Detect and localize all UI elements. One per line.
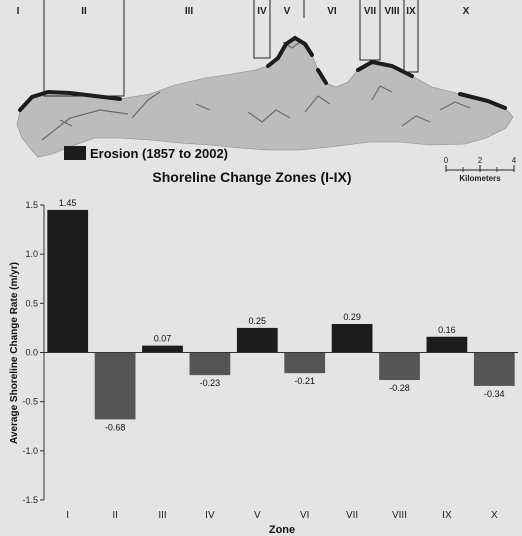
x-axis-title: Zone — [269, 524, 295, 536]
bar-i — [47, 209, 89, 353]
bar-x — [473, 352, 515, 386]
bar-viii — [379, 352, 420, 381]
x-tick-label: I — [66, 510, 69, 521]
bar-chart: 1.5 1.0 0.5 0.0 -0.5 -1.0 -1.5 1.45 -0.68 0.07 -0… — [9, 198, 518, 536]
x-tick-label: VII — [346, 510, 358, 521]
map-title: Shoreline Change Zones (I-IX) — [152, 169, 351, 185]
data-label: -0.34 — [484, 389, 505, 399]
scale-tick-label: 2 — [478, 156, 483, 165]
zone-label: IV — [257, 6, 267, 17]
y-tick-label: 0.0 — [25, 348, 38, 358]
y-tick-label: -0.5 — [22, 397, 38, 407]
data-label: -0.68 — [105, 422, 126, 432]
shoreline-map: I II III IV V VI VII VIII IX X Erosion (… — [17, 0, 517, 185]
zone-label: VII — [364, 6, 376, 17]
legend-label: Erosion (1857 to 2002) — [90, 146, 228, 161]
data-label: 0.16 — [438, 325, 456, 335]
x-tick-label: V — [254, 510, 261, 521]
y-axis: 1.5 1.0 0.5 0.0 -0.5 -1.0 -1.5 — [22, 200, 45, 505]
x-tick-label: VI — [300, 510, 309, 521]
data-label: -0.21 — [294, 376, 315, 386]
bar-ix — [426, 336, 468, 353]
data-label: 0.29 — [343, 312, 361, 322]
scale-bar: 0 2 4 Kilometers — [444, 156, 517, 183]
y-tick-label: -1.0 — [22, 446, 38, 456]
y-tick-label: 0.5 — [25, 298, 38, 308]
bar-iii — [142, 345, 183, 353]
bar-vii — [331, 323, 373, 353]
x-tick-label: IX — [442, 510, 452, 521]
zone-label: IX — [406, 6, 416, 17]
bar-iv — [189, 352, 231, 376]
x-tick-label: II — [112, 510, 118, 521]
zone-label: VIII — [384, 6, 399, 17]
scale-unit: Kilometers — [459, 174, 501, 183]
zone-labels: I II III IV V VI VII VIII IX X — [17, 6, 470, 17]
data-label: 1.45 — [59, 198, 77, 208]
data-label: 0.25 — [249, 316, 267, 326]
bar-vi — [284, 352, 326, 374]
zone-label: V — [284, 6, 291, 17]
y-tick-label: 1.5 — [25, 200, 38, 210]
scale-tick-label: 0 — [444, 156, 449, 165]
bars: 1.45 -0.68 0.07 -0.23 0.25 -0.21 0.29 -0.28 0.16… — [47, 198, 515, 432]
x-tick-label: VIII — [392, 510, 407, 521]
zone-label: III — [185, 6, 194, 17]
x-tick-label: III — [158, 510, 166, 521]
data-label: 0.07 — [154, 334, 172, 344]
zone-dividers — [43, 0, 419, 97]
y-tick-label: 1.0 — [25, 249, 38, 259]
x-axis: I II III IV V VI VII VIII IX X — [44, 352, 518, 521]
zone-label: II — [81, 6, 87, 17]
bar-v — [236, 327, 278, 353]
y-tick-label: -1.5 — [22, 495, 38, 505]
data-label: -0.23 — [200, 378, 221, 388]
bar-ii — [94, 352, 136, 420]
zone-label: X — [463, 6, 470, 17]
island-shape — [16, 37, 514, 158]
y-axis-title: Average Shoreline Change Rate (m/yr) — [9, 262, 20, 444]
waterways — [41, 41, 471, 141]
zone-label: I — [17, 6, 20, 17]
map-legend: Erosion (1857 to 2002) — [64, 146, 228, 161]
x-tick-label: X — [491, 510, 498, 521]
legend-swatch-erosion — [64, 146, 86, 160]
data-label: -0.28 — [389, 383, 410, 393]
x-tick-label: IV — [205, 510, 215, 521]
scale-tick-label: 4 — [512, 156, 517, 165]
zone-label: VI — [327, 6, 337, 17]
